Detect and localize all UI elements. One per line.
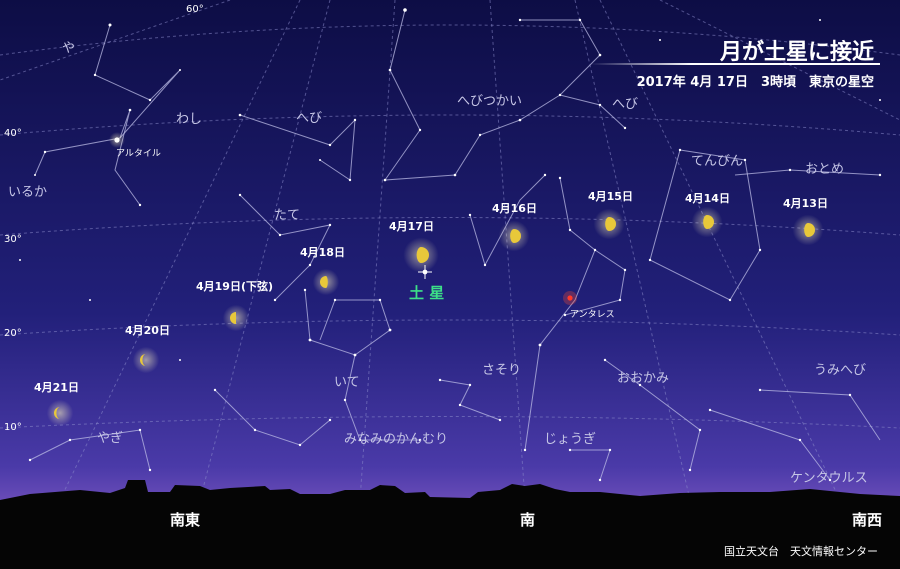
- altair-label: アルタイル: [116, 148, 161, 159]
- moon-glow: [46, 399, 74, 427]
- moon-icon: [804, 223, 815, 237]
- stars: [19, 8, 882, 482]
- moon-date-0418: 4月18日: [300, 246, 345, 259]
- moon-date-labels: 4月17日 4月16日 4月15日 4月14日 4月13日 4月18日 4月19…: [34, 190, 828, 394]
- moon-date-0419: 4月19日(下弦): [196, 279, 273, 293]
- direction-southeast: 南東: [170, 511, 200, 529]
- moon-icon: [320, 276, 328, 288]
- direction-southwest: 南西: [852, 511, 882, 529]
- constellation-ookami: おおかみ: [617, 371, 669, 386]
- constellation-minaminokanmuri: みなみのかんむり: [344, 432, 448, 447]
- saturn-label: 土 星: [409, 284, 444, 302]
- constellation-ya: や: [62, 41, 75, 56]
- moon-icon: [230, 312, 236, 324]
- altitude-scale: 60° 40° 30° 20° 10°: [4, 4, 204, 433]
- direction-labels: 南東 南 南西: [170, 511, 882, 529]
- credit-text: 国立天文台 天文情報センター: [724, 545, 878, 558]
- moon-icon: [510, 229, 521, 243]
- constellation-names: や わし へび へびつかい へび いるか たて てんびん おとめ いて さそり …: [8, 41, 868, 486]
- constellation-hebitsukai: へびつかい: [457, 94, 522, 109]
- title-divider: [590, 63, 880, 65]
- moon-icon: [703, 215, 714, 229]
- moon-icon: [416, 247, 429, 263]
- constellation-yagi: やぎ: [97, 431, 123, 446]
- constellation-washi: わし: [176, 112, 202, 127]
- moon-icon: [54, 407, 60, 419]
- antares-star: [563, 291, 577, 305]
- moon-date-0416: 4月16日: [492, 202, 537, 215]
- constellation-jougi: じょうぎ: [544, 432, 596, 447]
- constellation-iruka: いるか: [8, 185, 47, 200]
- moon-date-0421: 4月21日: [34, 381, 79, 394]
- antares-label: アンタレス: [570, 309, 615, 320]
- chart-subtitle: 2017年 4月 17日 3時頃 東京の星空: [636, 75, 874, 90]
- horizon-silhouette: [0, 480, 900, 569]
- constellation-tenbin: てんびん: [691, 154, 743, 169]
- constellation-tate: たて: [274, 208, 300, 223]
- moon-icon: [605, 216, 617, 232]
- moon-date-0414: 4月14日: [685, 192, 730, 205]
- moon-date-0420: 4月20日: [125, 324, 170, 337]
- constellation-sasori: さそり: [482, 363, 521, 378]
- moon-glow: [132, 346, 160, 374]
- constellation-hebi-2: へび: [612, 97, 638, 112]
- alt-20-label: 20°: [4, 328, 22, 339]
- constellation-ite: いて: [334, 375, 360, 390]
- direction-south: 南: [520, 511, 535, 529]
- alt-40-label: 40°: [4, 128, 22, 139]
- constellation-umihebi: うみへび: [814, 363, 866, 378]
- coordinate-grid: [0, 0, 900, 501]
- constellation-otome: おとめ: [805, 162, 844, 177]
- alt-10-label: 10°: [4, 422, 22, 433]
- moon-date-0417: 4月17日: [389, 220, 434, 233]
- moon-markers: [46, 206, 824, 427]
- constellation-hebi-1: へび: [296, 111, 322, 126]
- constellation-kentaurusu: ケンタウルス: [790, 471, 868, 486]
- chart-title: 月が土星に接近: [719, 40, 874, 65]
- alt-60-label: 60°: [186, 4, 204, 15]
- moon-icon: [140, 354, 146, 366]
- moon-date-0415: 4月15日: [588, 190, 633, 203]
- altair-star: [109, 132, 125, 148]
- moon-date-0413: 4月13日: [783, 197, 828, 210]
- alt-30-label: 30°: [4, 234, 22, 245]
